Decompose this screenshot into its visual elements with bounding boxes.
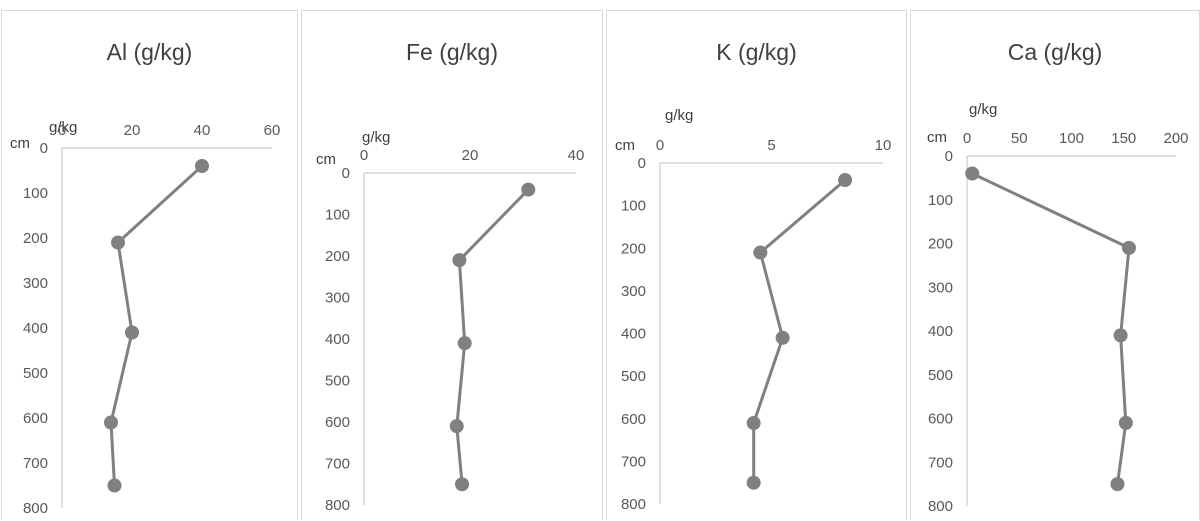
y-tick-label: 400 (23, 320, 48, 337)
data-point (838, 173, 853, 188)
y-tick-label: 100 (621, 198, 646, 215)
chart-title: Al (g/kg) (106, 39, 193, 65)
y-tick-label: 800 (621, 496, 646, 513)
x-tick-label: 5 (767, 137, 775, 154)
data-point (449, 419, 464, 434)
x-tick-label: 50 (1011, 130, 1028, 147)
y-tick-label: 600 (325, 414, 350, 431)
x-axis-label: g/kg (665, 107, 694, 124)
x-tick-label: 200 (1163, 130, 1188, 147)
y-tick-label: 200 (23, 230, 48, 247)
y-tick-label: 0 (945, 148, 953, 165)
data-point (1118, 415, 1133, 430)
y-tick-label: 0 (342, 165, 350, 182)
x-tick-label: 150 (1111, 130, 1136, 147)
x-tick-label: 40 (194, 122, 211, 139)
y-tick-label: 200 (325, 248, 350, 265)
data-point (111, 235, 125, 250)
data-point (452, 253, 467, 268)
y-tick-label: 200 (621, 240, 646, 257)
data-point (1110, 477, 1125, 492)
x-axis-label: g/kg (362, 129, 391, 146)
x-tick-label: 10 (875, 137, 892, 154)
x-tick-label: 20 (124, 122, 141, 139)
data-point (1121, 240, 1136, 255)
data-point (107, 478, 122, 493)
data-point (753, 245, 768, 260)
y-tick-label: 300 (621, 283, 646, 300)
data-point (457, 336, 472, 351)
y-tick-label: 100 (23, 185, 48, 202)
y-tick-label: 800 (325, 497, 350, 514)
data-point (125, 325, 139, 340)
chart-title: Ca (g/kg) (1007, 39, 1103, 65)
y-tick-label: 400 (621, 326, 646, 343)
x-tick-label: 0 (360, 147, 368, 164)
y-tick-label: 400 (928, 323, 953, 340)
y-tick-label: 100 (928, 192, 953, 209)
y-axis-label: cm (316, 151, 336, 168)
y-tick-label: 500 (621, 368, 646, 385)
y-tick-label: 400 (325, 331, 350, 348)
y-tick-label: 500 (23, 365, 48, 382)
series-line (971, 172, 1131, 485)
data-point (455, 477, 470, 492)
chart-panel-k: K (g/kg) g/kg cm 0 5 10 0 100 200 300 400 500 600… (606, 10, 907, 520)
data-point (104, 415, 118, 430)
x-tick-label: 0 (963, 130, 971, 147)
chart-panel-fe: Fe (g/kg) g/kg cm 0 20 40 0 100 200 300 400 500 6… (301, 10, 603, 520)
y-axis-label: cm (615, 137, 635, 154)
y-tick-label: 700 (23, 455, 48, 472)
x-axis-label: g/kg (969, 101, 998, 118)
y-tick-label: 800 (928, 498, 953, 515)
y-tick-label: 500 (928, 367, 953, 384)
chart-panel-ca: Ca (g/kg) g/kg cm 0 50 100 150 200 0 100 200 300… (910, 10, 1200, 520)
y-tick-label: 300 (928, 279, 953, 296)
y-tick-label: 0 (40, 140, 48, 157)
data-point (775, 330, 790, 345)
chart-title: K (g/kg) (716, 39, 797, 65)
x-tick-label: 60 (264, 122, 281, 139)
x-tick-label: 20 (462, 147, 479, 164)
x-tick-label: 100 (1059, 130, 1084, 147)
y-tick-label: 700 (928, 454, 953, 471)
x-tick-label: 0 (656, 137, 664, 154)
series-line (752, 178, 847, 483)
x-axis-label: g/kg (49, 119, 78, 136)
y-tick-label: 500 (325, 373, 350, 390)
y-tick-label: 200 (928, 236, 953, 253)
y-tick-label: 600 (23, 410, 48, 427)
x-tick-label: 40 (568, 147, 585, 164)
y-tick-label: 700 (621, 453, 646, 470)
y-axis-label: cm (927, 129, 947, 146)
chart-title: Fe (g/kg) (405, 39, 499, 65)
y-tick-label: 300 (23, 275, 48, 292)
data-point (965, 166, 980, 181)
y-tick-label: 0 (638, 155, 646, 172)
data-point (746, 475, 761, 490)
series-line (109, 164, 204, 486)
y-tick-label: 800 (23, 500, 48, 517)
y-axis-label: cm (10, 135, 30, 152)
data-point (521, 182, 536, 197)
y-tick-label: 600 (621, 411, 646, 428)
y-tick-label: 100 (325, 207, 350, 224)
plot-area: 0 50 100 150 200 0 100 200 300 400 500 600 700 800 (928, 130, 1189, 515)
x-tick-label: 0 (58, 122, 66, 139)
data-point (195, 159, 209, 173)
data-point (746, 416, 761, 431)
y-tick-label: 300 (325, 290, 350, 307)
y-tick-label: 700 (325, 456, 350, 473)
y-tick-label: 600 (928, 411, 953, 428)
chart-panel-al: Al (g/kg) g/kg cm 0 20 40 60 0 100 200 300 400 50… (1, 10, 298, 520)
data-point (1113, 328, 1128, 343)
